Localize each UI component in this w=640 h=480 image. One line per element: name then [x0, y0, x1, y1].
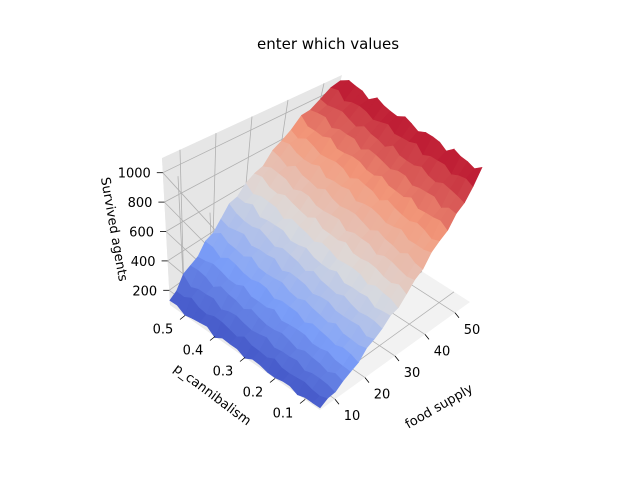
- y-tick-mark: [209, 336, 216, 341]
- z-tick-label: 1000: [118, 167, 151, 182]
- x-tick-mark: [334, 398, 340, 405]
- y-tick-mark: [239, 357, 246, 362]
- x-tick-label: 50: [464, 323, 481, 338]
- y-tick-mark: [299, 399, 306, 404]
- x-tick-label: 30: [404, 366, 421, 381]
- y-tick-mark: [269, 378, 276, 383]
- z-tick-label: 600: [129, 226, 154, 241]
- x-axis-label: food supply: [403, 381, 476, 432]
- chart-title: enter which values: [257, 35, 399, 53]
- x-tick-label: 40: [434, 344, 451, 359]
- x-tick-label: 20: [374, 388, 391, 403]
- x-tick-mark: [364, 377, 370, 383]
- y-tick-mark: [179, 315, 186, 320]
- x-tick-mark: [394, 355, 400, 362]
- x-tick-label: 10: [344, 409, 361, 424]
- axis-ticks: 10 20 30 40 50 0.1 0.2 0.3 0.4 0.5 200 400 600 800 100…: [118, 167, 481, 425]
- y-tick-label: 0.5: [153, 323, 174, 338]
- surface-mesh: [169, 79, 483, 409]
- surface-facet: [465, 167, 483, 187]
- y-tick-label: 0.4: [183, 344, 204, 359]
- y-tick-label: 0.2: [243, 386, 264, 401]
- y-tick-label: 0.3: [213, 365, 234, 380]
- z-tick-label: 200: [132, 284, 157, 299]
- y-tick-label: 0.1: [273, 407, 294, 422]
- z-axis-label: Survived agents: [97, 176, 130, 283]
- x-tick-mark: [424, 334, 430, 340]
- z-tick-label: 800: [128, 196, 153, 211]
- x-tick-mark: [454, 312, 460, 319]
- z-tick-label: 400: [131, 255, 156, 270]
